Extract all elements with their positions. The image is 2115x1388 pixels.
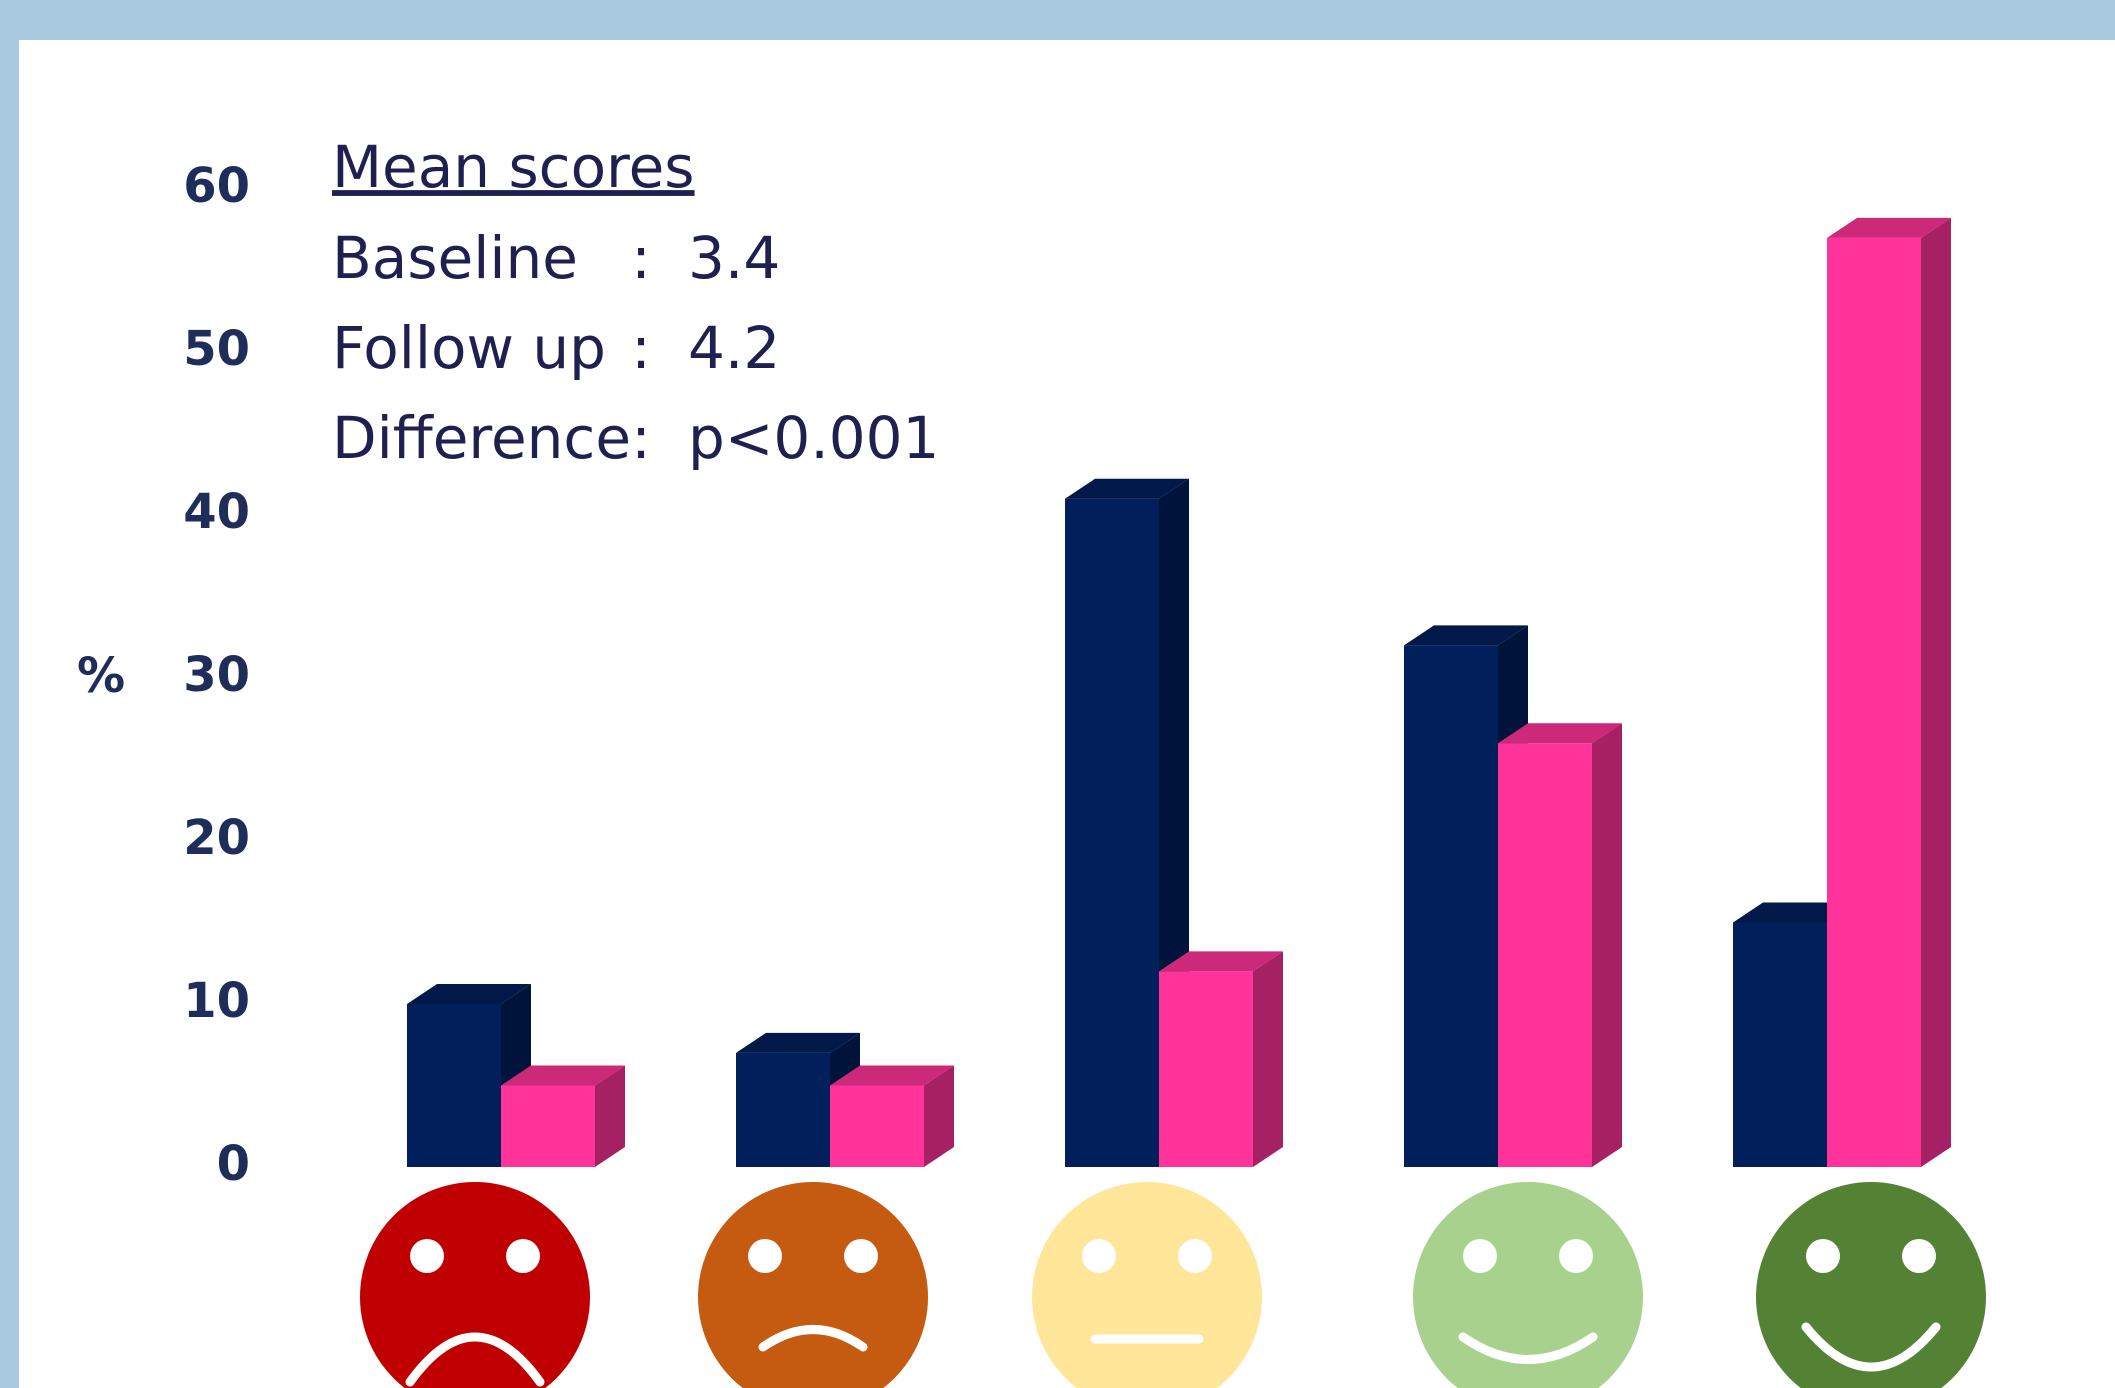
bar-front [1065,498,1159,1167]
y-tick-label: 0 [217,1136,250,1192]
bar-top [1065,478,1189,499]
y-axis-label: % [77,648,125,704]
face-eye [1082,1239,1116,1273]
bar-front [1498,743,1592,1167]
face-eye [506,1239,540,1273]
bar-top [501,1065,625,1086]
face-mouth [1458,1332,1598,1364]
bar [736,1032,860,1167]
bar [830,1065,954,1167]
bar [1827,217,1951,1167]
annotation-value: 4.2 [688,314,780,382]
bar-front [1733,922,1827,1167]
bar-top [1498,723,1622,744]
face-eye [1559,1239,1593,1273]
bar-front [736,1052,830,1167]
annotation-heading: Mean scores [332,133,695,201]
y-tick-label: 10 [183,973,250,1029]
face-eye [748,1239,782,1273]
face-mouth [1801,1322,1941,1372]
bar [1498,723,1622,1167]
annotation-label: Difference [332,404,631,472]
bar-top [1404,625,1528,646]
bar-side [595,1065,625,1167]
annotation-separator: : [631,224,651,292]
bar-front [1159,971,1253,1167]
bar-front [501,1085,595,1167]
bar-top [1827,217,1951,238]
face [1413,1182,1643,1388]
face-eye [410,1239,444,1273]
face [360,1182,590,1388]
annotation-value: 3.4 [688,224,780,292]
bar-side [1921,217,1951,1167]
bar-top [736,1032,860,1053]
annotation-label: Follow up [332,314,606,382]
bar-top [1159,951,1283,972]
bar-side [1253,951,1283,1167]
y-tick-label: 60 [183,158,250,214]
bar-top [830,1065,954,1086]
bar-side [1592,723,1622,1167]
bar [501,1065,625,1167]
bar-top [407,984,531,1004]
y-tick-label: 50 [183,321,250,377]
annotation-label: Baseline [332,224,578,292]
bar-top [1733,902,1857,923]
bar-front [830,1085,924,1167]
bar-front [1404,645,1498,1167]
bar-front [1827,237,1921,1167]
face-mouth [405,1332,545,1387]
bar-side [924,1065,954,1167]
y-tick-label: 30 [183,647,250,703]
face-mouth [758,1325,868,1352]
annotation-separator: : [631,314,651,382]
face-eye [1178,1239,1212,1273]
face-eye [1806,1239,1840,1273]
bar [1159,951,1283,1167]
face [1032,1182,1262,1388]
annotation-separator: : [631,404,651,472]
bar-front [407,1004,501,1167]
face-eye [844,1239,878,1273]
face-eye [1463,1239,1497,1273]
y-tick-label: 20 [183,810,250,866]
face-eye [1902,1239,1936,1273]
annotation-value: p<0.001 [688,404,939,472]
face [698,1182,928,1388]
y-tick-label: 40 [183,484,250,540]
